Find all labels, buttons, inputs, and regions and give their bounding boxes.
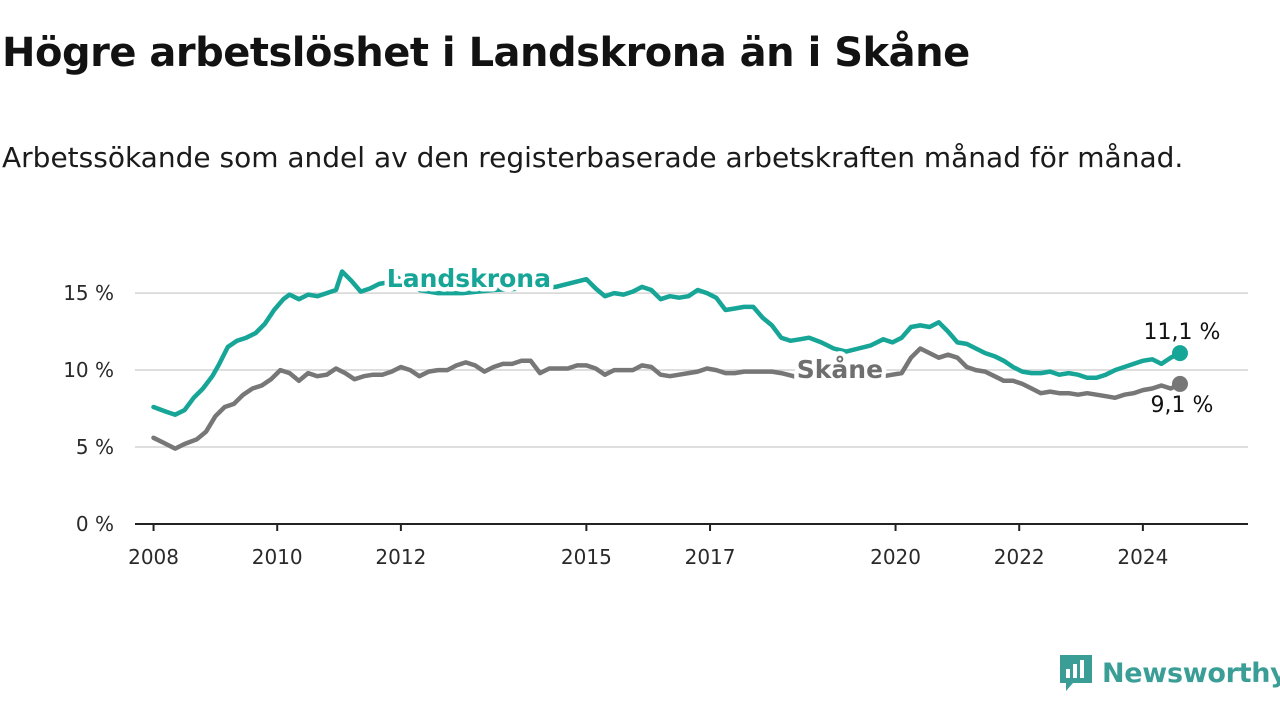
series-line-skane bbox=[151, 346, 1183, 451]
annotation-landskrona: Landskrona bbox=[387, 264, 551, 293]
end-point-skane bbox=[1171, 375, 1188, 392]
series-lines: 11,1 % 9,1 % bbox=[151, 269, 1221, 451]
x-tick-label: 2008 bbox=[128, 545, 179, 569]
end-label-landskrona: 11,1 % bbox=[1144, 320, 1221, 345]
y-gridlines bbox=[135, 292, 1248, 448]
x-tick-label: 2010 bbox=[252, 545, 303, 569]
end-label-skane: 9,1 % bbox=[1151, 393, 1214, 418]
x-tick-label: 2012 bbox=[375, 545, 426, 569]
y-tick-label: 10 % bbox=[63, 358, 114, 382]
x-tick-label: 2017 bbox=[685, 545, 736, 569]
chart-title: Högre arbetslöshet i Landskrona än i Skå… bbox=[2, 30, 970, 76]
annotation-skane: Skåne bbox=[797, 355, 883, 384]
newsworthy-logo-icon bbox=[1060, 655, 1092, 691]
x-tick-label: 2024 bbox=[1117, 545, 1168, 569]
x-tick-label: 2020 bbox=[870, 545, 921, 569]
y-tick-label: 0 % bbox=[76, 512, 114, 536]
brand-name: Newsworthy bbox=[1102, 657, 1280, 689]
x-tick-label: 2022 bbox=[994, 545, 1045, 569]
chart-subtitle: Arbetssökande som andel av den registerb… bbox=[2, 141, 1184, 174]
series-annotations: Landskrona Skåne bbox=[382, 259, 887, 388]
newsworthy-brand: Newsworthy bbox=[1058, 653, 1280, 693]
y-tick-label: 5 % bbox=[76, 435, 114, 459]
series-line-landskrona bbox=[151, 269, 1183, 417]
end-point-landskrona bbox=[1171, 345, 1188, 362]
y-axis-tick-labels: 0 % 5 % 10 % 15 % bbox=[63, 281, 114, 536]
y-tick-label: 15 % bbox=[63, 281, 114, 305]
x-axis-ticks: 2008 2010 2012 2015 2017 2020 2022 2024 bbox=[128, 524, 1168, 569]
x-tick-label: 2015 bbox=[561, 545, 612, 569]
